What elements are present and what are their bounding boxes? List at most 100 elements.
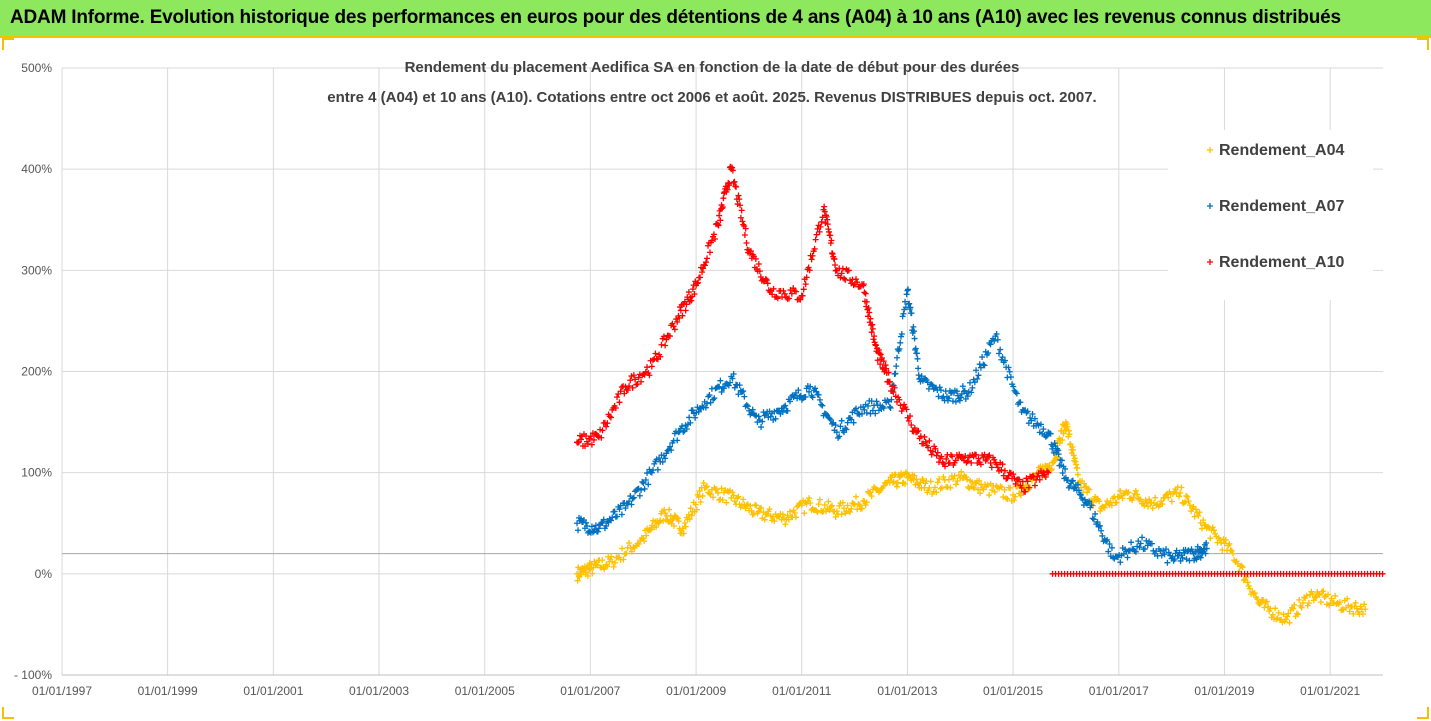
data-point xyxy=(1161,551,1168,558)
data-point xyxy=(1180,500,1187,507)
data-point xyxy=(1212,530,1219,537)
data-point xyxy=(1082,499,1089,506)
data-point xyxy=(1031,415,1038,422)
data-point xyxy=(894,483,901,490)
data-point xyxy=(957,394,964,401)
data-point xyxy=(645,481,652,488)
data-point xyxy=(1179,554,1186,561)
data-point xyxy=(590,436,597,443)
data-point xyxy=(858,410,865,417)
data-point xyxy=(891,384,898,391)
data-point xyxy=(729,375,736,382)
data-point xyxy=(740,388,747,395)
data-point xyxy=(880,405,887,412)
data-point xyxy=(1074,471,1081,478)
data-point xyxy=(653,524,660,531)
data-point xyxy=(970,484,977,491)
data-point xyxy=(611,508,618,515)
data-point xyxy=(987,341,994,348)
data-point xyxy=(674,318,681,325)
data-point xyxy=(1119,495,1126,502)
data-point xyxy=(650,356,657,363)
data-point xyxy=(774,295,781,302)
data-point xyxy=(793,288,800,295)
data-point xyxy=(1108,544,1115,551)
data-point xyxy=(968,389,975,396)
data-point xyxy=(1070,446,1077,453)
data-point xyxy=(786,295,793,302)
data-point xyxy=(804,383,811,390)
data-point xyxy=(632,376,639,383)
data-point xyxy=(902,298,909,305)
data-point xyxy=(749,406,756,413)
data-point xyxy=(1251,590,1258,597)
data-point xyxy=(980,361,987,368)
data-point xyxy=(767,413,774,420)
data-point xyxy=(1102,537,1109,544)
series-Rendement_A10 xyxy=(574,163,1386,577)
data-point xyxy=(853,493,860,500)
data-point xyxy=(795,387,802,394)
data-point xyxy=(1209,524,1216,531)
data-point xyxy=(981,362,988,369)
data-point xyxy=(669,320,676,327)
data-point xyxy=(868,493,875,500)
legend-label: Rendement_A10 xyxy=(1219,254,1344,271)
data-point xyxy=(730,371,737,378)
data-point xyxy=(1191,513,1198,520)
data-point xyxy=(636,492,643,499)
data-point xyxy=(1311,594,1318,601)
data-point xyxy=(975,455,982,462)
data-point xyxy=(584,573,591,580)
data-point xyxy=(737,214,744,221)
data-point xyxy=(575,439,582,446)
data-point xyxy=(1353,605,1360,612)
data-point xyxy=(860,281,867,288)
data-point xyxy=(647,527,654,534)
data-point xyxy=(628,548,635,555)
data-point xyxy=(629,495,636,502)
data-point xyxy=(1077,491,1084,498)
data-point xyxy=(1146,496,1153,503)
data-point xyxy=(821,208,828,215)
data-point xyxy=(973,367,980,374)
data-point xyxy=(1149,505,1156,512)
data-point xyxy=(848,416,855,423)
y-tick-label: 500% xyxy=(21,61,52,75)
data-point xyxy=(885,369,892,376)
data-point xyxy=(739,218,746,225)
data-point xyxy=(686,414,693,421)
data-point xyxy=(1269,611,1276,618)
data-point xyxy=(1359,611,1366,618)
data-point xyxy=(1051,440,1058,447)
x-tick-label: 01/01/1997 xyxy=(32,684,92,698)
data-point xyxy=(1320,588,1327,595)
data-point xyxy=(1296,596,1303,603)
data-point xyxy=(1082,484,1089,491)
data-point xyxy=(704,483,711,490)
data-point xyxy=(911,472,918,479)
data-point xyxy=(937,485,944,492)
x-tick-label: 01/01/2003 xyxy=(349,684,409,698)
data-point xyxy=(801,510,808,517)
data-point xyxy=(1280,611,1287,618)
x-tick-label: 01/01/1999 xyxy=(138,684,198,698)
data-point xyxy=(759,418,766,425)
y-axis-ticks: - 100% 0% 100% 200% 300% 400% 500% xyxy=(14,61,52,682)
data-point xyxy=(1085,485,1092,492)
data-point xyxy=(713,486,720,493)
data-point xyxy=(1272,605,1279,612)
data-point xyxy=(1003,495,1010,502)
data-point xyxy=(803,274,810,281)
data-point xyxy=(1178,484,1185,491)
data-point xyxy=(630,372,637,379)
data-point xyxy=(761,516,768,523)
data-point xyxy=(955,472,962,479)
data-point xyxy=(886,403,893,410)
data-point xyxy=(695,408,702,415)
data-point xyxy=(862,290,869,297)
data-point xyxy=(578,436,585,443)
data-point xyxy=(1048,466,1055,473)
data-point xyxy=(802,394,809,401)
data-point xyxy=(880,358,887,365)
